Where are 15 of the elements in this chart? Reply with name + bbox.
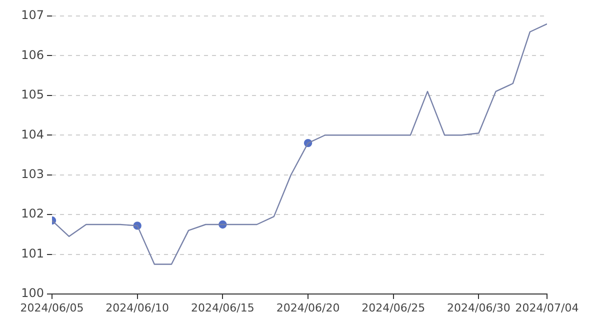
y-tick-label: 100	[21, 286, 44, 300]
x-tick-label: 2024/06/10	[106, 301, 170, 314]
y-tick-label: 102	[21, 206, 44, 221]
x-tick-label: 2024/06/30	[447, 301, 510, 314]
x-tick-label: 2024/06/20	[276, 301, 340, 314]
x-tick-label: 2024/06/25	[362, 301, 426, 314]
x-tick-label: 2024/07/04	[515, 301, 579, 314]
x-tick-label: 2024/06/05	[20, 301, 84, 314]
y-tick-label: 103	[21, 166, 44, 181]
y-tick-label: 104	[21, 127, 44, 142]
y-tick-label: 107	[21, 8, 44, 22]
y-tick-label: 101	[21, 246, 44, 260]
x-tick-label: 2024/06/15	[190, 301, 254, 314]
y-tick-label: 106	[21, 48, 44, 62]
y-tick-label: 105	[21, 88, 44, 102]
